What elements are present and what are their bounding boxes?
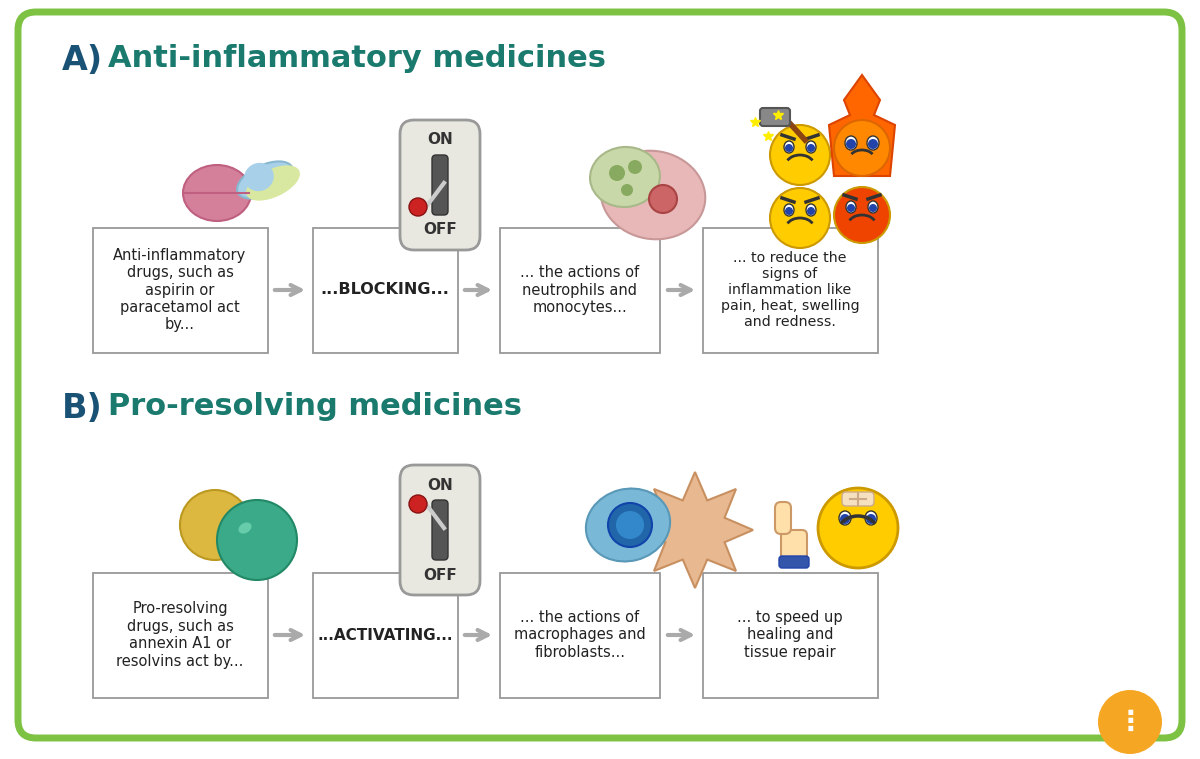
FancyBboxPatch shape: [400, 465, 480, 595]
FancyBboxPatch shape: [842, 492, 874, 506]
FancyBboxPatch shape: [18, 12, 1182, 738]
FancyBboxPatch shape: [775, 502, 791, 534]
Circle shape: [834, 120, 890, 176]
FancyBboxPatch shape: [760, 108, 790, 126]
Circle shape: [846, 139, 856, 149]
Ellipse shape: [846, 201, 856, 213]
Bar: [92, 572, 268, 698]
FancyBboxPatch shape: [432, 500, 448, 560]
Ellipse shape: [865, 511, 877, 525]
Bar: [702, 572, 877, 698]
Bar: [312, 228, 457, 352]
FancyBboxPatch shape: [432, 155, 448, 215]
Text: B): B): [62, 392, 103, 425]
Circle shape: [785, 144, 793, 152]
Circle shape: [840, 514, 850, 524]
Text: ... to speed up
healing and
tissue repair: ... to speed up healing and tissue repai…: [737, 610, 842, 660]
Circle shape: [808, 144, 815, 152]
Ellipse shape: [590, 147, 660, 207]
Circle shape: [847, 204, 854, 212]
Circle shape: [1098, 690, 1162, 754]
Circle shape: [818, 488, 898, 568]
Ellipse shape: [239, 522, 252, 534]
Circle shape: [409, 198, 427, 216]
Ellipse shape: [839, 511, 851, 525]
Ellipse shape: [586, 489, 670, 562]
Ellipse shape: [244, 163, 274, 191]
Text: OFF: OFF: [424, 222, 457, 238]
Text: ON: ON: [427, 477, 452, 493]
Text: Pro-resolving medicines: Pro-resolving medicines: [108, 392, 522, 421]
Ellipse shape: [238, 162, 293, 199]
Polygon shape: [829, 75, 895, 176]
Circle shape: [785, 207, 793, 215]
Text: ...ACTIVATING...: ...ACTIVATING...: [317, 628, 452, 643]
Ellipse shape: [806, 204, 816, 216]
Text: ... the actions of
macrophages and
fibroblasts...: ... the actions of macrophages and fibro…: [514, 610, 646, 660]
Ellipse shape: [784, 204, 794, 216]
Ellipse shape: [806, 141, 816, 153]
Bar: [92, 228, 268, 352]
Ellipse shape: [866, 136, 878, 150]
Circle shape: [180, 490, 250, 560]
Text: ... to reduce the
signs of
inflammation like
pain, heat, swelling
and redness.: ... to reduce the signs of inflammation …: [721, 250, 859, 329]
Circle shape: [834, 187, 890, 243]
Text: A): A): [62, 44, 103, 77]
Circle shape: [608, 503, 652, 547]
Text: ON: ON: [427, 133, 452, 147]
Circle shape: [649, 185, 677, 213]
Text: Anti-inflammatory medicines: Anti-inflammatory medicines: [108, 44, 606, 73]
Bar: [500, 228, 660, 352]
Ellipse shape: [246, 165, 300, 200]
Circle shape: [610, 165, 625, 181]
Circle shape: [868, 139, 878, 149]
FancyBboxPatch shape: [400, 120, 480, 250]
Ellipse shape: [845, 136, 857, 150]
Text: Pro-resolving
drugs, such as
annexin A1 or
resolvins act by...: Pro-resolving drugs, such as annexin A1 …: [116, 601, 244, 669]
Bar: [500, 572, 660, 698]
Circle shape: [866, 514, 876, 524]
Circle shape: [869, 204, 877, 212]
Circle shape: [770, 188, 830, 248]
Text: OFF: OFF: [424, 568, 457, 582]
Circle shape: [616, 511, 644, 539]
Circle shape: [622, 184, 634, 196]
FancyBboxPatch shape: [779, 556, 809, 568]
Ellipse shape: [868, 201, 878, 213]
Bar: [702, 228, 877, 352]
Circle shape: [808, 207, 815, 215]
Ellipse shape: [784, 141, 794, 153]
Text: ... the actions of
neutrophils and
monocytes...: ... the actions of neutrophils and monoc…: [521, 265, 640, 315]
Text: Anti-inflammatory
drugs, such as
aspirin or
paracetamol act
by...: Anti-inflammatory drugs, such as aspirin…: [113, 247, 247, 332]
Bar: [312, 572, 457, 698]
Polygon shape: [637, 472, 754, 588]
Ellipse shape: [601, 151, 706, 239]
Circle shape: [217, 500, 298, 580]
Circle shape: [409, 495, 427, 513]
Circle shape: [628, 160, 642, 174]
Ellipse shape: [182, 165, 251, 221]
Circle shape: [770, 125, 830, 185]
Text: ...BLOCKING...: ...BLOCKING...: [320, 282, 450, 298]
FancyBboxPatch shape: [781, 530, 808, 560]
Text: ⋮: ⋮: [1116, 708, 1144, 736]
